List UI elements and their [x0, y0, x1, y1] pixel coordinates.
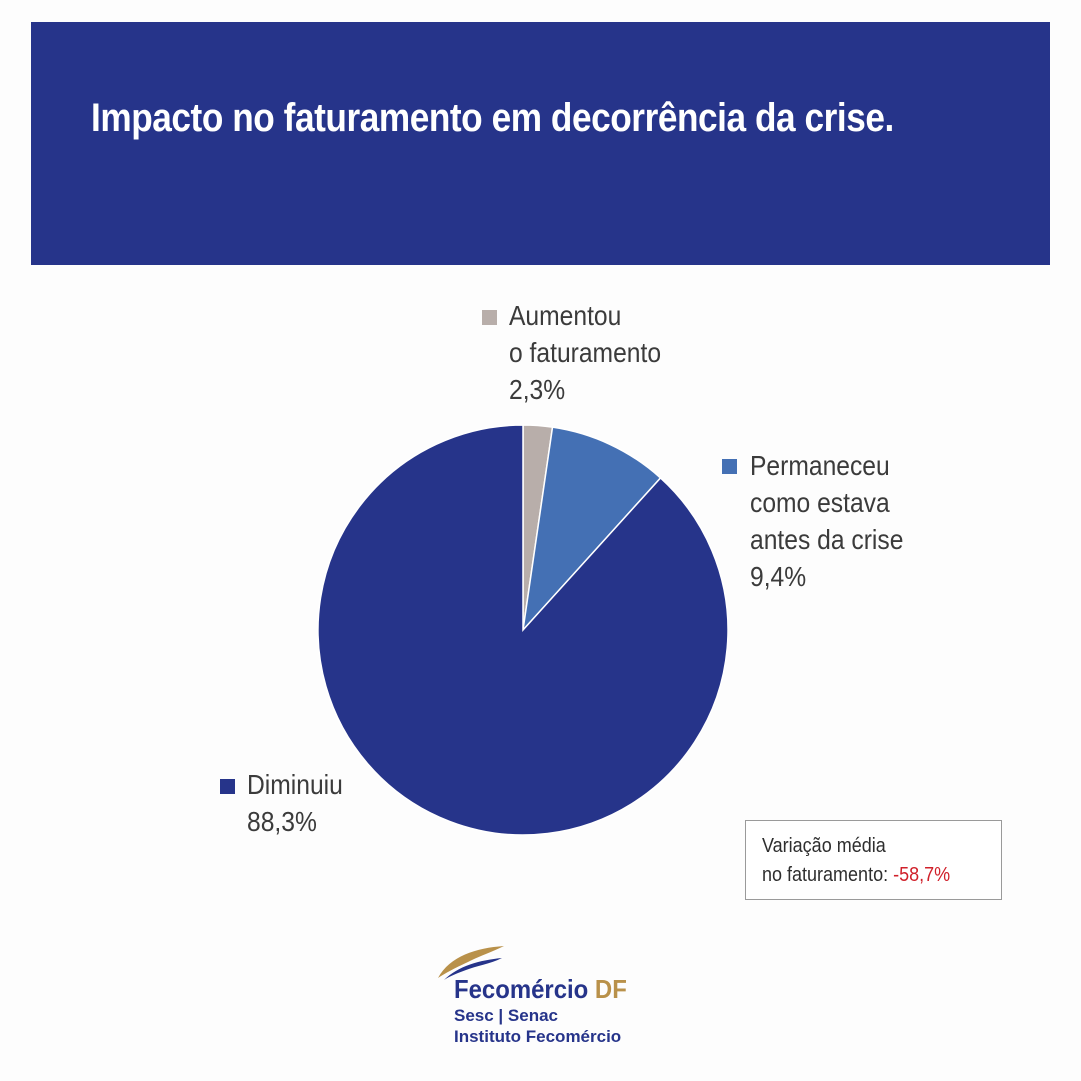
legend-swatch-aumentou [482, 310, 497, 325]
logo-name-main: Fecomércio [454, 974, 589, 1004]
legend-label-line: Aumentou [509, 300, 622, 331]
fecomercio-logo: Fecomércio DF Sesc | Senac Instituto Fec… [436, 942, 666, 1052]
title-banner: Impacto no faturamento em decorrência da… [31, 22, 1050, 265]
legend-value: 2,3% [509, 374, 566, 405]
legend-swatch-diminuiu [220, 779, 235, 794]
legend-label-line: Diminuiu [247, 769, 343, 800]
note-label-line2: no faturamento: [762, 864, 889, 886]
legend-label-line: Permaneceu [750, 450, 890, 481]
logo-subtitle-1: Sesc | Senac [454, 1006, 558, 1025]
note-label-line1: Variação média [762, 835, 886, 857]
logo-name-suffix: DF [594, 974, 627, 1004]
legend-swatch-permaneceu [722, 459, 737, 474]
logo-name: Fecomércio DF [454, 974, 627, 1005]
logo-subtitle-2: Instituto Fecomércio [454, 1027, 622, 1046]
pie-slice-diminuiu [317, 424, 729, 836]
average-variation-text: Variação média no faturamento: -58,7% [762, 832, 950, 890]
logo-wing-icon [438, 946, 504, 980]
note-value: -58,7% [893, 864, 951, 886]
legend-value: 88,3% [247, 806, 317, 837]
legend-label-line: o faturamento [509, 337, 662, 368]
chart-title: Impacto no faturamento em decorrência da… [91, 96, 894, 140]
average-variation-box: Variação média no faturamento: -58,7% [745, 820, 1002, 900]
legend-label-line: como estava [750, 487, 890, 518]
legend-label-line: antes da crise [750, 524, 904, 555]
legend-permaneceu: Permaneceu como estava antes da crise 9,… [750, 447, 903, 595]
legend-value: 9,4% [750, 561, 807, 592]
pie-slice-permaneceu [521, 426, 662, 633]
legend-diminuiu: Diminuiu 88,3% [247, 766, 343, 840]
legend-aumentou: Aumentou o faturamento 2,3% [509, 297, 661, 408]
